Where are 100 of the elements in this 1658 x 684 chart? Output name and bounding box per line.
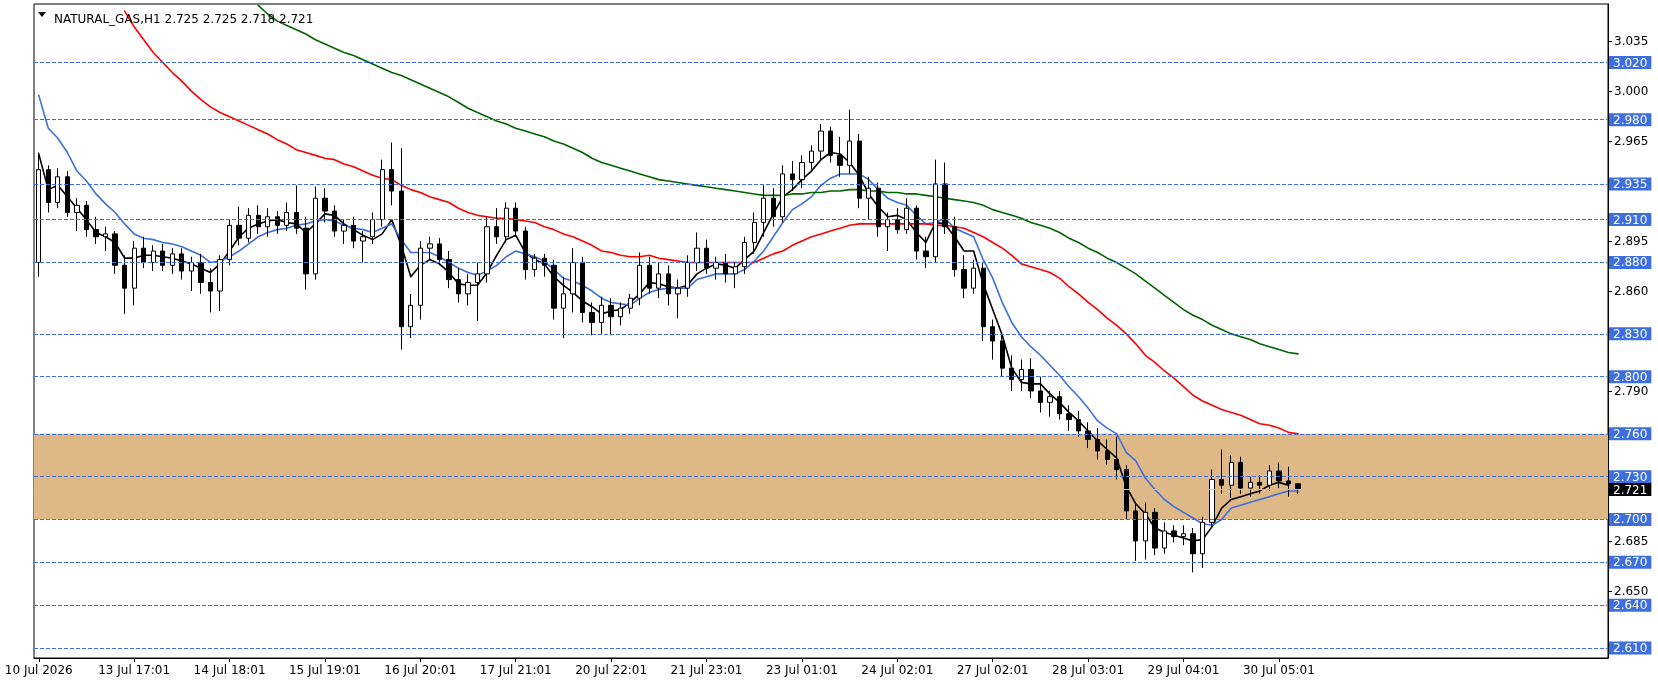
x-tick-label: 30 Jul 05:01 bbox=[1242, 663, 1315, 677]
candlestick bbox=[990, 319, 995, 361]
candlestick bbox=[341, 219, 347, 245]
candlestick bbox=[866, 176, 871, 221]
ref-line-label: 2.721 bbox=[1613, 482, 1648, 497]
candlestick bbox=[961, 254, 967, 299]
candlestick bbox=[132, 240, 137, 306]
candlestick bbox=[1257, 474, 1262, 495]
candlestick bbox=[246, 207, 251, 243]
candlestick bbox=[532, 253, 537, 278]
candlestick bbox=[647, 256, 652, 295]
candlestick bbox=[1248, 476, 1253, 498]
candlestick bbox=[141, 236, 146, 269]
ref-line-label: 2.880 bbox=[1613, 255, 1648, 270]
candlestick bbox=[208, 267, 213, 313]
candlestick bbox=[923, 236, 929, 269]
candlestick bbox=[437, 237, 442, 266]
candlestick bbox=[389, 142, 394, 206]
x-tick-label: 17 Jul 21:01 bbox=[479, 663, 552, 677]
candlestick bbox=[198, 253, 204, 295]
candlestick bbox=[284, 201, 289, 232]
ref-line-label: 2.730 bbox=[1613, 469, 1648, 484]
candlestick bbox=[523, 226, 528, 281]
candlestick bbox=[1019, 359, 1024, 392]
candlestick bbox=[236, 206, 242, 246]
candlestick bbox=[294, 184, 299, 235]
candlestick bbox=[74, 197, 80, 232]
candlestick bbox=[1057, 390, 1062, 421]
candlestick bbox=[475, 261, 480, 322]
x-tick-label: 14 Jul 18:01 bbox=[193, 663, 266, 677]
candlestick bbox=[103, 226, 108, 252]
y-tick-label: 2.650 bbox=[1614, 583, 1649, 598]
candlestick bbox=[723, 253, 728, 283]
candlestick bbox=[971, 259, 976, 295]
candlestick bbox=[360, 230, 366, 263]
y-tick-label: 2.965 bbox=[1614, 134, 1649, 149]
candlestick bbox=[1009, 354, 1014, 392]
candlestick bbox=[952, 216, 957, 278]
ref-line-label: 2.670 bbox=[1613, 555, 1648, 570]
candlestick bbox=[666, 264, 671, 306]
candlestick bbox=[895, 207, 900, 235]
candlestick bbox=[1276, 461, 1282, 489]
candlestick bbox=[55, 167, 60, 209]
x-tick-label: 24 Jul 02:01 bbox=[861, 663, 934, 677]
candlestick bbox=[1047, 390, 1053, 418]
candlestick bbox=[1085, 421, 1091, 449]
candlestick bbox=[322, 187, 328, 223]
candlestick bbox=[303, 216, 309, 291]
candlestick bbox=[1114, 436, 1119, 481]
candlestick bbox=[1209, 469, 1215, 529]
y-tick-label: 2.790 bbox=[1614, 383, 1649, 398]
candlestick bbox=[628, 293, 633, 315]
candlestick bbox=[656, 261, 661, 299]
candlestick bbox=[713, 256, 719, 281]
candlestick bbox=[456, 267, 461, 303]
candlestick bbox=[580, 256, 585, 323]
candlestick bbox=[1066, 404, 1072, 432]
candlestick bbox=[256, 204, 261, 235]
candlestick bbox=[370, 211, 375, 245]
candlestick bbox=[1095, 427, 1100, 461]
candlestick bbox=[790, 160, 795, 192]
candlestick bbox=[981, 261, 986, 342]
x-tick-label: 13 Jul 17:01 bbox=[98, 663, 171, 677]
candlestick bbox=[685, 254, 690, 298]
ref-line-label: 2.760 bbox=[1613, 426, 1648, 441]
candlestick bbox=[332, 204, 337, 238]
x-tick-label: 23 Jul 01:01 bbox=[765, 663, 838, 677]
candlestick bbox=[151, 244, 156, 272]
candlestick bbox=[551, 259, 557, 321]
x-tick-label: 16 Jul 20:01 bbox=[384, 663, 457, 677]
candlestick bbox=[704, 239, 709, 275]
candlestick bbox=[1105, 439, 1110, 466]
candlestick bbox=[570, 247, 576, 313]
candlestick bbox=[914, 204, 919, 261]
candlestick bbox=[1267, 464, 1272, 492]
x-tick-label: 29 Jul 04:01 bbox=[1147, 663, 1220, 677]
y-tick-label: 3.035 bbox=[1614, 34, 1649, 49]
candlestick bbox=[380, 159, 385, 228]
x-tick-label: 27 Jul 02:01 bbox=[956, 663, 1029, 677]
y-tick-label: 2.685 bbox=[1614, 533, 1649, 548]
ref-line-label: 2.910 bbox=[1613, 212, 1648, 227]
candlestick bbox=[589, 301, 595, 336]
candlestick bbox=[1000, 333, 1005, 378]
candlestick bbox=[1076, 410, 1081, 438]
y-tick-label: 2.860 bbox=[1614, 284, 1649, 299]
candlestick bbox=[742, 236, 747, 275]
candlestick bbox=[122, 254, 127, 315]
candlestick bbox=[179, 247, 184, 281]
candlestick bbox=[942, 162, 948, 235]
candlestick bbox=[1124, 464, 1129, 520]
candlestick bbox=[446, 250, 452, 289]
candlestick bbox=[1028, 357, 1034, 399]
candlestick bbox=[599, 296, 604, 335]
candlestick bbox=[1229, 454, 1234, 499]
candlestick bbox=[65, 170, 70, 218]
candlestick bbox=[761, 184, 766, 238]
candlestick bbox=[46, 164, 51, 213]
candlestick bbox=[112, 230, 118, 275]
ref-line-label: 2.640 bbox=[1613, 598, 1648, 613]
candlestick bbox=[170, 247, 175, 275]
